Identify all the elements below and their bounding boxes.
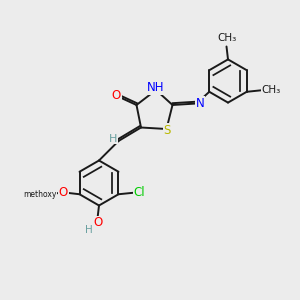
- Text: Cl: Cl: [134, 186, 145, 199]
- Text: NH: NH: [147, 81, 165, 94]
- Text: S: S: [163, 124, 170, 137]
- Text: H: H: [109, 134, 117, 144]
- Text: O: O: [93, 216, 102, 229]
- Text: CH₃: CH₃: [261, 85, 280, 95]
- Text: methoxy: methoxy: [23, 190, 56, 199]
- Text: O: O: [112, 89, 121, 102]
- Text: N: N: [196, 97, 205, 110]
- Text: CH₃: CH₃: [217, 33, 236, 43]
- Text: O: O: [59, 186, 68, 199]
- Text: H: H: [85, 225, 93, 236]
